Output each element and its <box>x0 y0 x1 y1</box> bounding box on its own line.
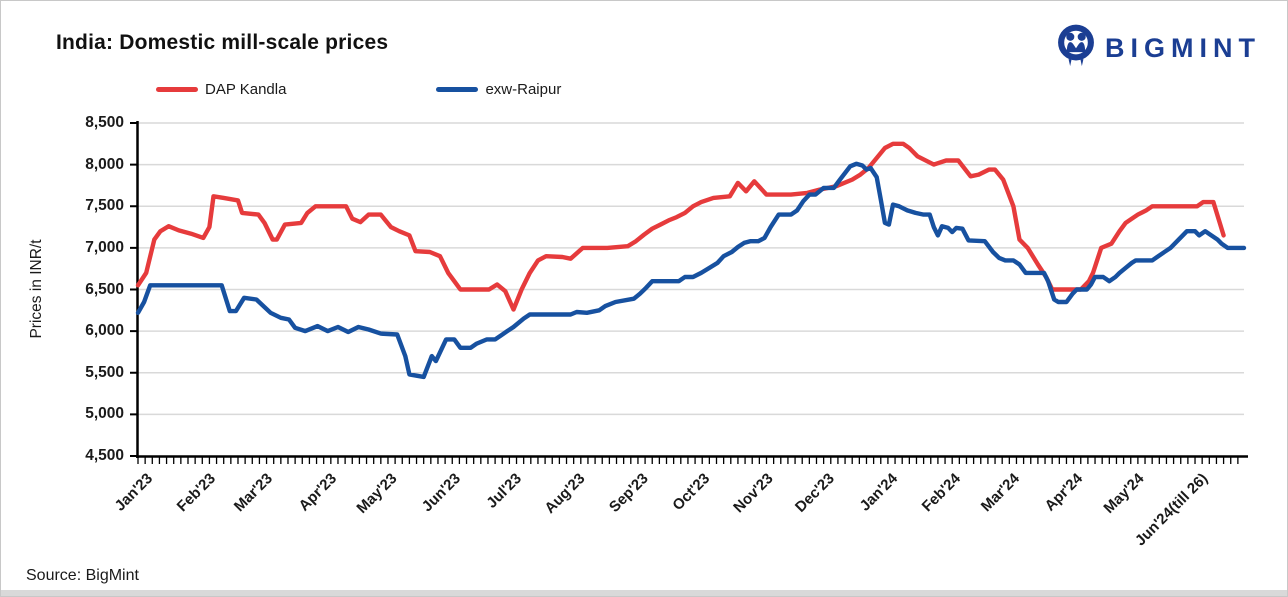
y-tick-label: 7,500 <box>85 197 124 215</box>
series-line-exw-raipur <box>135 161 1247 380</box>
legend-label: DAP Kandla <box>205 80 287 98</box>
y-tick-label: 8,000 <box>85 155 124 173</box>
bigmint-logo-text: BIGMINT <box>1105 33 1261 63</box>
y-tick-label: 5,500 <box>85 363 124 381</box>
y-tick-label: 6,000 <box>85 322 124 340</box>
bottom-strip <box>1 590 1287 596</box>
y-tick-label: 7,000 <box>85 238 124 256</box>
chart-legend: DAP Kandla exw-Raipur <box>156 79 561 99</box>
y-tick-label: 4,500 <box>85 447 124 464</box>
legend-label: exw-Raipur <box>485 80 562 98</box>
legend-swatch <box>156 86 198 92</box>
y-tick-label: 6,500 <box>85 280 124 298</box>
bigmint-logo-icon <box>1055 23 1097 74</box>
legend-item-dap-kandla: DAP Kandla <box>156 79 286 99</box>
legend-swatch <box>436 86 479 92</box>
y-tick-label: 8,500 <box>85 114 124 131</box>
page-title: India: Domestic mill-scale prices <box>56 31 389 54</box>
source-note: Source: BigMint <box>26 567 139 584</box>
bigmint-logo: BIGMINT <box>1055 23 1261 74</box>
legend-item-exw-raipur: exw-Raipur <box>436 79 561 99</box>
series-line-dap-kandla <box>135 141 1226 312</box>
y-tick-label: 5,000 <box>85 405 124 423</box>
